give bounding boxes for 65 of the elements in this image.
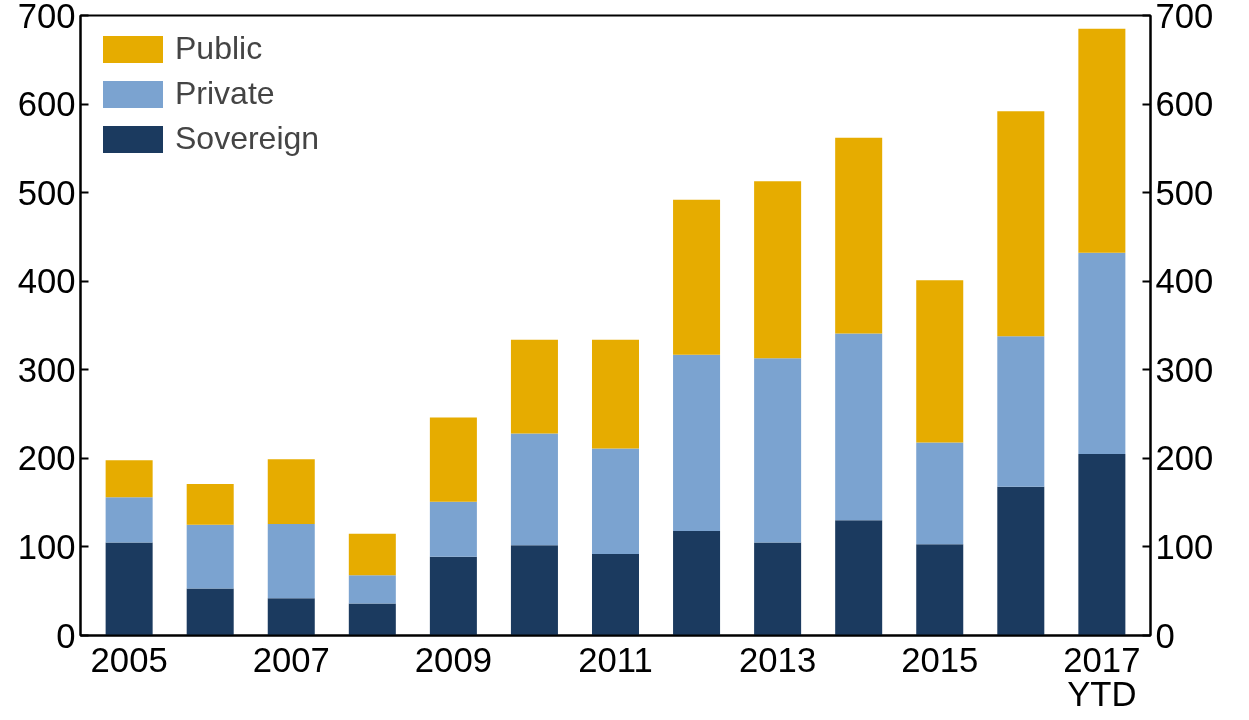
bar: [429, 556, 477, 636]
bar: [997, 486, 1045, 636]
bar: [105, 497, 153, 543]
x-tick-label: 2017 YTD: [1063, 640, 1141, 713]
y-tick-label: 500: [17, 173, 76, 212]
x-tick-label: 2005: [90, 640, 168, 679]
legend-label: Private: [175, 75, 275, 112]
bar: [673, 199, 721, 355]
bar: [754, 358, 802, 543]
bar: [105, 460, 153, 498]
bar: [835, 520, 883, 636]
bar: [429, 501, 477, 557]
bar: [754, 542, 802, 636]
y-tick-label: 600: [17, 85, 76, 124]
bar: [916, 442, 964, 545]
y2-tick-label: 0: [1155, 616, 1175, 655]
bar: [591, 339, 640, 449]
bar: [267, 459, 315, 524]
bar: [1078, 28, 1126, 253]
y2-tick-label: 200: [1155, 439, 1214, 478]
bar: [997, 336, 1045, 487]
bar: [186, 524, 234, 589]
bar: [916, 544, 964, 636]
bar: [916, 280, 964, 443]
bar: [835, 137, 883, 334]
y2-tick-label: 700: [1155, 0, 1214, 35]
bar: [835, 333, 883, 521]
y-tick-label: 400: [17, 262, 76, 301]
bar: [1078, 453, 1126, 636]
bar: [591, 554, 640, 636]
legend-label: Sovereign: [175, 120, 320, 157]
y-tick-label: 200: [17, 439, 76, 478]
bar: [673, 530, 721, 636]
y2-tick-label: 600: [1155, 85, 1214, 124]
x-tick-label: 2011: [578, 640, 653, 679]
bar: [591, 448, 640, 555]
y2-tick-label: 300: [1155, 350, 1214, 389]
y2-tick-label: 100: [1155, 527, 1214, 566]
bar: [754, 181, 802, 359]
bar: [673, 354, 721, 531]
x-tick-label: 2009: [414, 640, 492, 679]
bar: [348, 533, 396, 576]
bar: [105, 542, 153, 636]
bar: [348, 575, 396, 604]
x-tick-label: 2013: [739, 640, 817, 679]
legend-label: Public: [175, 30, 263, 67]
y-tick-label: 0: [56, 616, 76, 655]
y2-tick-label: 400: [1155, 262, 1214, 301]
bar: [510, 545, 558, 636]
bar: [186, 588, 234, 636]
y2-tick-label: 500: [1155, 173, 1214, 212]
bar: [510, 339, 558, 434]
bar: [510, 433, 558, 546]
x-tick-label: 2007: [252, 640, 330, 679]
y-tick-label: 700: [17, 0, 76, 35]
y-tick-label: 300: [17, 350, 76, 389]
bar: [1078, 252, 1126, 454]
bar: [267, 523, 315, 599]
y-tick-label: 100: [17, 527, 76, 566]
bar: [997, 111, 1045, 337]
bar: [348, 603, 396, 636]
bar: [186, 484, 234, 525]
bar: [429, 417, 477, 502]
bar: [267, 598, 315, 636]
x-tick-label: 2015: [901, 640, 979, 679]
